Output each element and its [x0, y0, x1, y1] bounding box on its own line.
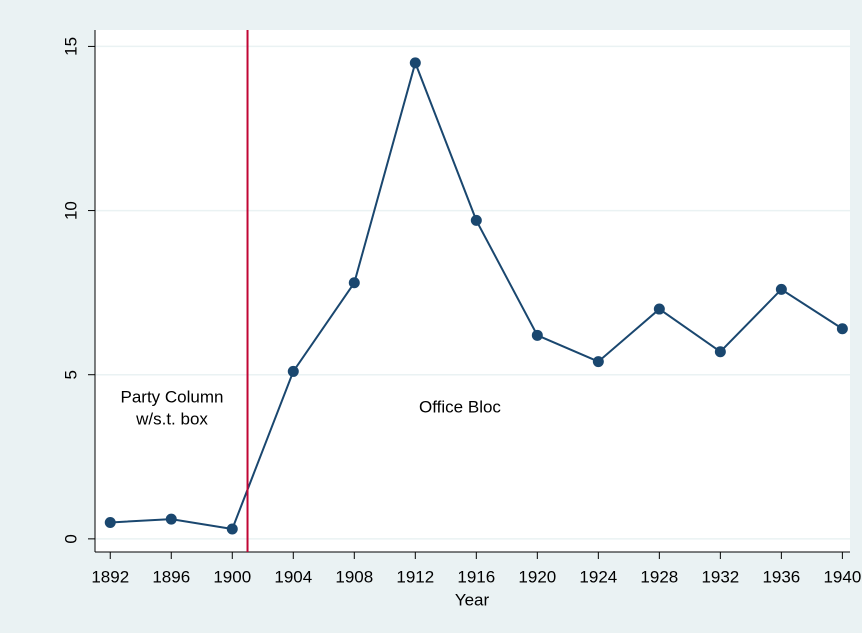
x-tick-label: 1920	[518, 567, 556, 586]
y-tick-label: 15	[61, 37, 80, 56]
point	[714, 346, 726, 358]
point	[531, 329, 543, 341]
point	[348, 277, 360, 289]
point	[836, 323, 848, 335]
marks	[104, 57, 848, 535]
y-tick-label: 10	[61, 201, 80, 220]
annotation: Party Column	[121, 387, 224, 406]
x-tick-label: 1900	[213, 567, 251, 586]
x-tick-label: 1908	[335, 567, 373, 586]
x-tick-label: 1912	[396, 567, 434, 586]
annotation: w/s.t. box	[135, 409, 208, 428]
point	[653, 303, 665, 315]
plot-area	[95, 30, 850, 552]
point	[409, 57, 421, 69]
point	[775, 283, 787, 295]
y-tick-label: 5	[61, 370, 80, 379]
x-tick-label: 1916	[457, 567, 495, 586]
y-tick-label: 0	[61, 534, 80, 543]
x-tick-label: 1892	[91, 567, 129, 586]
point	[104, 516, 116, 528]
x-tick-label: 1940	[823, 567, 861, 586]
x-tick-label: 1924	[579, 567, 617, 586]
point	[470, 214, 482, 226]
x-tick-label: 1936	[762, 567, 800, 586]
point	[226, 523, 238, 535]
x-tick-label: 1904	[274, 567, 312, 586]
x-axis-label: Year	[455, 590, 490, 609]
point	[287, 365, 299, 377]
x-tick-label: 1932	[701, 567, 739, 586]
x-tick-label: 1896	[152, 567, 190, 586]
point	[165, 513, 177, 525]
x-tick-label: 1928	[640, 567, 678, 586]
point	[592, 356, 604, 368]
annotation: Office Bloc	[419, 397, 501, 416]
